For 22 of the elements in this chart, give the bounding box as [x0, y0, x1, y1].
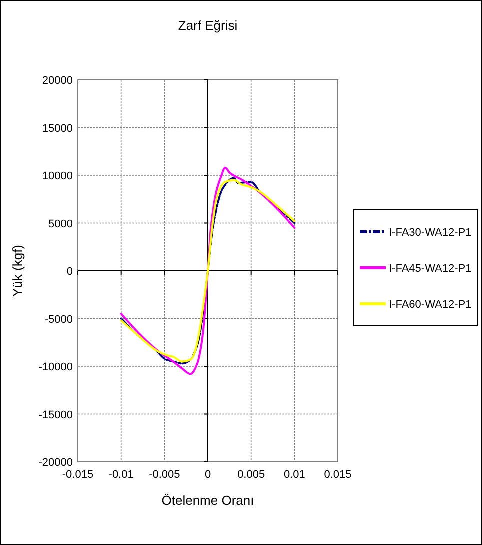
- y-tick-label: 15000: [42, 122, 73, 135]
- chart-title: Zarf Eğrisi: [178, 18, 238, 33]
- legend-label: I-FA45-WA12-P1: [389, 263, 472, 275]
- x-tick-label: 0.015: [324, 469, 352, 481]
- x-tick-label: 0.01: [284, 469, 306, 481]
- x-tick-label: 0: [204, 469, 212, 481]
- y-tick-label: -15000: [38, 409, 73, 422]
- legend-label: I-FA60-WA12-P1: [389, 299, 472, 311]
- y-axis-title: Yük (kgf): [10, 244, 25, 298]
- x-tick-label: -0.005: [149, 469, 180, 481]
- legend-label: I-FA30-WA12-P1: [389, 227, 472, 239]
- x-tick-label: -0.01: [108, 469, 134, 481]
- x-tick-label: -0.015: [62, 469, 94, 481]
- y-tick-label: -5000: [44, 314, 73, 326]
- y-tick-label: -10000: [38, 362, 73, 374]
- y-tick-label: 0: [66, 266, 73, 278]
- x-tick-label: 0.005: [238, 469, 266, 481]
- y-tick-label: 5000: [48, 218, 73, 230]
- y-tick-label: 20000: [42, 75, 73, 87]
- y-tick-label: 10000: [42, 170, 73, 182]
- x-axis-title: Ötelenme Oranı: [162, 493, 254, 508]
- y-tick-label: -20000: [38, 457, 73, 469]
